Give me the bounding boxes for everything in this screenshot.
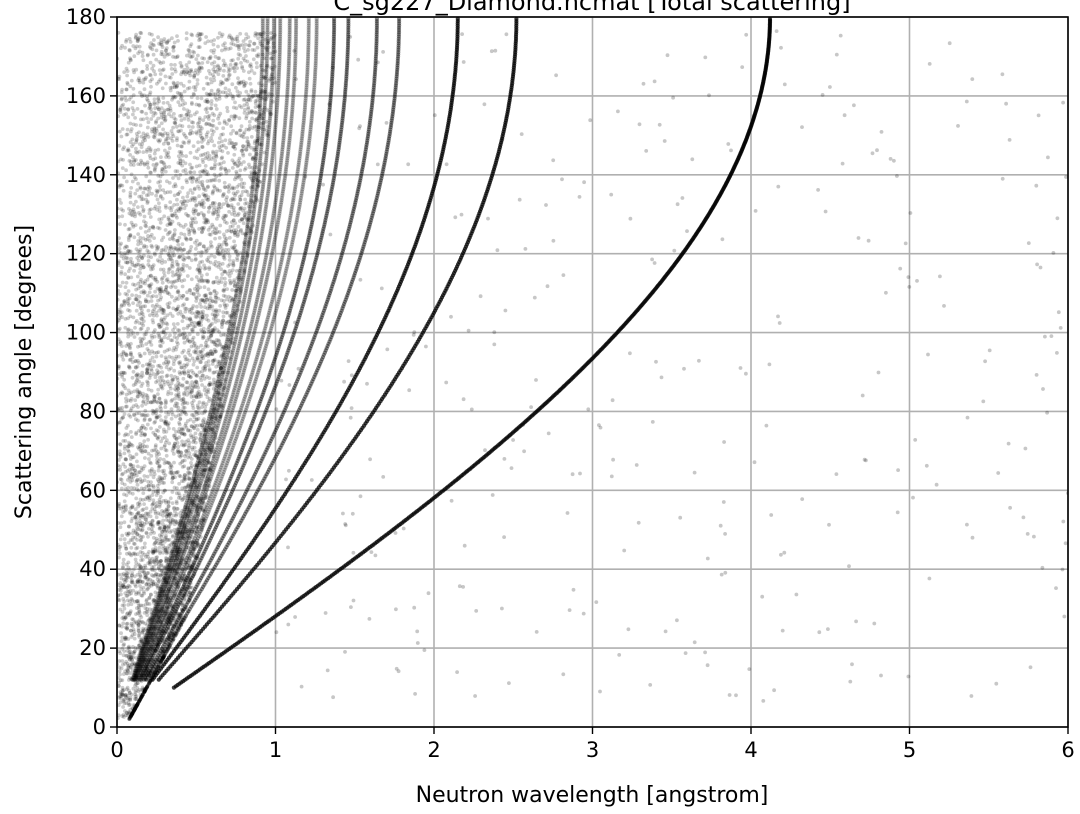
scatter-point bbox=[123, 520, 127, 524]
scatter-point bbox=[124, 168, 128, 172]
scatter-point bbox=[209, 77, 213, 81]
scatter-point bbox=[120, 266, 124, 270]
scatter-point bbox=[134, 147, 138, 151]
scatter-point bbox=[159, 72, 163, 76]
scatter-point bbox=[153, 97, 157, 101]
scatter-point bbox=[139, 124, 143, 128]
scatter-point bbox=[117, 144, 121, 148]
scatter-point bbox=[136, 107, 140, 111]
scatter-point bbox=[148, 179, 152, 183]
scatter-point bbox=[132, 54, 136, 58]
scatter-point bbox=[173, 41, 177, 45]
scatter-point bbox=[170, 407, 174, 411]
chart-title: C_sg227_Diamond.ncmat [Total scattering] bbox=[333, 0, 850, 16]
scatter-point bbox=[138, 271, 142, 275]
scatter-point bbox=[129, 201, 133, 205]
scatter-point bbox=[141, 54, 145, 58]
scatter-point bbox=[190, 180, 194, 184]
scatter-point bbox=[134, 507, 138, 511]
scatter-point bbox=[182, 377, 186, 381]
